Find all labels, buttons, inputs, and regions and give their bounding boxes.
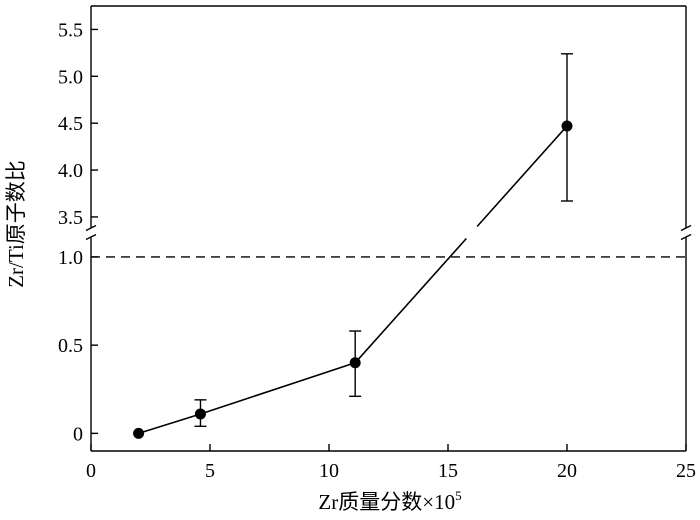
y-tick-label: 5.5 [58, 19, 83, 41]
x-tick-label: 20 [557, 460, 577, 482]
y-tick-label: 3.5 [58, 207, 83, 229]
series-lines [138, 125, 568, 435]
data-point [561, 120, 573, 132]
data-point [133, 427, 145, 439]
y-axis-title: Zr/Ti原子数比 [4, 160, 28, 288]
data-point [349, 357, 361, 369]
x-tick-label: 5 [205, 460, 215, 482]
y-tick-label: 4.5 [58, 113, 83, 135]
series-segment [354, 237, 467, 364]
x-tick-label: 25 [676, 460, 696, 482]
y-tick-label: 0 [73, 423, 83, 445]
series-segment [476, 125, 568, 228]
y-tick-label: 0.5 [58, 335, 83, 357]
break-mark-right-top [680, 224, 692, 232]
series-segment [138, 413, 201, 435]
data-points [133, 120, 573, 439]
ticks: 0 5 10 15 20 25 0 0.5 1.0 3.5 4.0 4.5 5.0 5.5 [58, 19, 696, 482]
x-axis-title-text: Zr质量分数×10 [318, 490, 455, 514]
x-axis-title-exponent: 5 [455, 488, 462, 503]
break-mark-left-bottom [85, 233, 97, 241]
x-axis-title: Zr质量分数×105 [318, 488, 461, 514]
break-mark-right-bottom [680, 233, 692, 241]
x-tick-label: 10 [319, 460, 339, 482]
y-tick-label: 1.0 [58, 247, 83, 269]
x-tick-label: 15 [438, 460, 458, 482]
data-point [194, 408, 206, 420]
series-segment [200, 362, 356, 415]
y-tick-label: 5.0 [58, 66, 83, 88]
axis-break-marks [85, 224, 692, 241]
y-tick-label: 4.0 [58, 160, 83, 182]
error-bars [194, 53, 573, 428]
axes [90, 5, 687, 452]
break-mark-left-top [85, 224, 97, 232]
x-tick-label: 0 [86, 460, 96, 482]
